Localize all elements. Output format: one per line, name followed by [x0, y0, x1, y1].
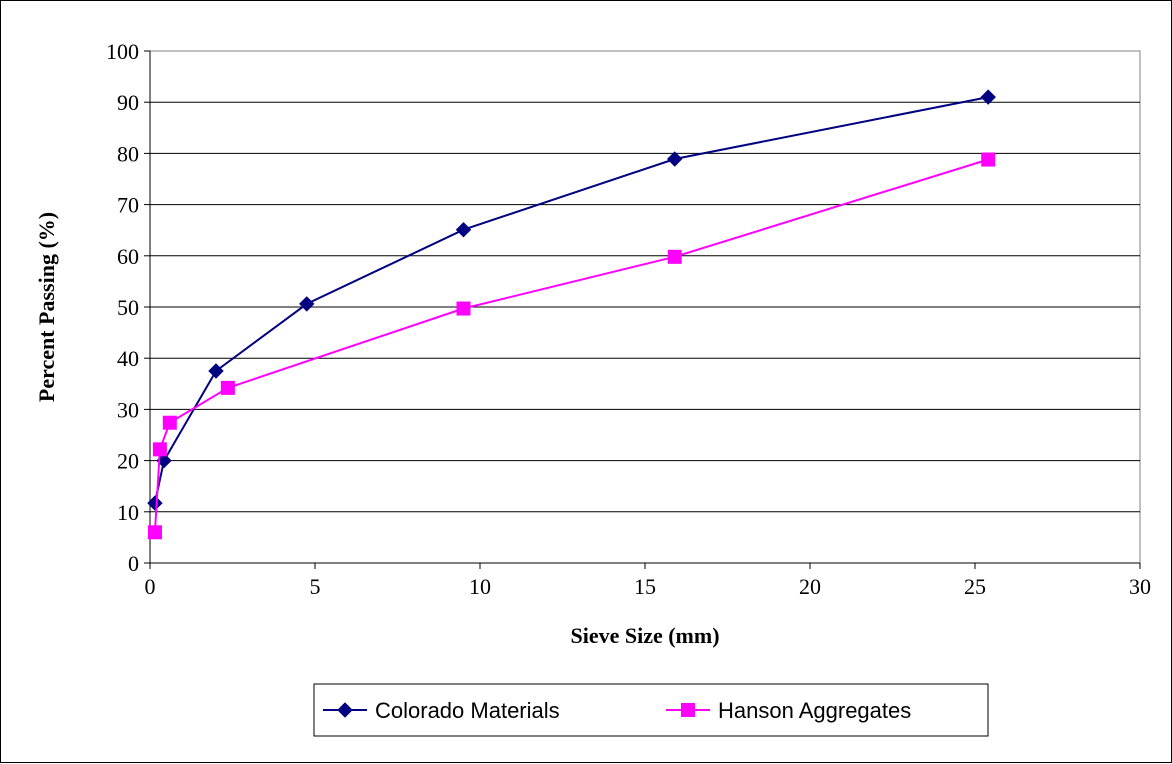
data-point: [208, 363, 224, 379]
data-point: [981, 152, 996, 167]
y-tick-labels: 0 10 20 30 40 50 60 70 80 90 100: [106, 39, 139, 576]
data-point: [147, 495, 163, 511]
y-tick-label: 50: [117, 295, 139, 320]
x-axis-title: Sieve Size (mm): [570, 623, 719, 648]
y-tick-label: 80: [117, 141, 139, 166]
x-tick-label: 10: [469, 574, 491, 599]
data-point: [220, 380, 235, 395]
data-point: [152, 442, 167, 457]
legend-label: Hanson Aggregates: [718, 698, 911, 723]
x-tick-labels: 0 5 10 15 20 25 30: [145, 574, 1152, 599]
y-tick-label: 70: [117, 193, 139, 218]
series-1: [147, 89, 996, 511]
data-point: [147, 525, 162, 540]
legend-entry: Hanson Aggregates: [666, 698, 911, 723]
x-tick-label: 20: [799, 574, 821, 599]
data-point: [667, 249, 682, 264]
y-tick-label: 60: [117, 244, 139, 269]
data-point: [456, 301, 471, 316]
data-point: [666, 151, 683, 167]
y-tick-label: 90: [117, 90, 139, 115]
y-tick-label: 20: [117, 449, 139, 474]
y-tick-label: 40: [117, 346, 139, 371]
legend-entry: Colorado Materials: [323, 698, 560, 723]
y-tick-label: 100: [106, 39, 139, 64]
x-tick-label: 0: [145, 574, 156, 599]
legend-label: Colorado Materials: [375, 698, 560, 723]
axes: [144, 50, 1141, 569]
x-tick-label: 15: [634, 574, 656, 599]
legend-marker: [337, 702, 353, 718]
y-tick-label: 30: [117, 397, 139, 422]
legend: Colorado Materials Hanson Aggregates: [313, 683, 989, 737]
series-2: [147, 152, 996, 540]
legend-box: [313, 683, 989, 737]
data-point: [980, 89, 996, 105]
y-tick-label: 10: [117, 500, 139, 525]
y-axis-title: Percent Passing (%): [34, 212, 59, 402]
data-point: [162, 415, 177, 430]
grid-lines: [150, 101, 1140, 513]
series-layer: [147, 89, 996, 540]
legend-marker: [681, 703, 695, 717]
x-tick-label: 25: [964, 574, 986, 599]
data-point: [299, 296, 315, 312]
data-point: [455, 221, 472, 238]
y-tick-label: 0: [128, 551, 139, 576]
x-tick-label: 5: [310, 574, 321, 599]
x-tick-label: 30: [1129, 574, 1151, 599]
